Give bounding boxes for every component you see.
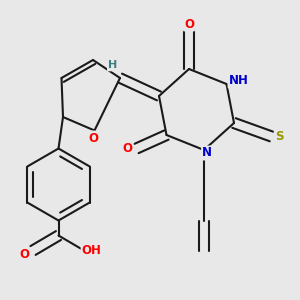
Text: S: S <box>275 130 283 143</box>
Text: O: O <box>88 131 98 145</box>
Text: OH: OH <box>82 244 101 257</box>
Text: NH: NH <box>229 74 248 88</box>
Text: O: O <box>122 142 133 155</box>
Text: O: O <box>184 17 194 31</box>
Text: O: O <box>19 248 29 262</box>
Text: N: N <box>202 146 212 160</box>
Text: H: H <box>108 60 117 70</box>
